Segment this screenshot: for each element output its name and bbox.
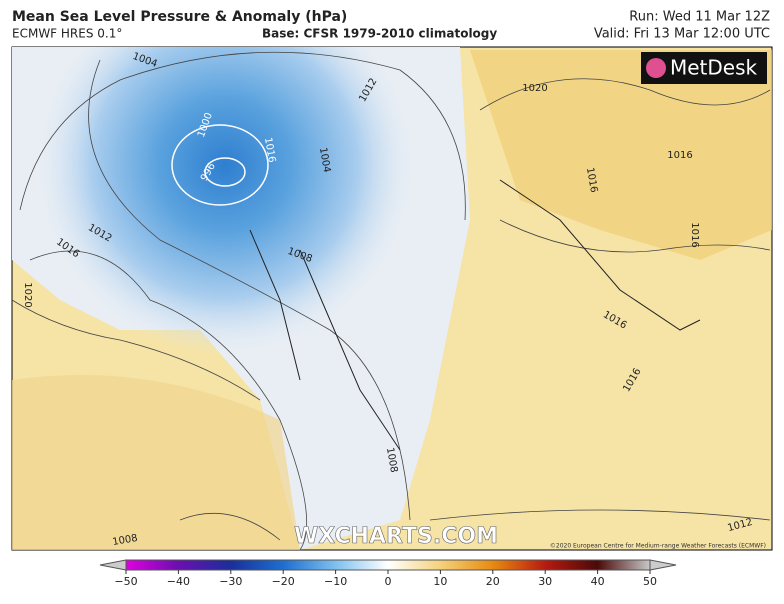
map: MetDesk WXCHARTS.COM ©2020 European Cent… xyxy=(11,46,773,551)
colorbar-tick-label: −30 xyxy=(219,575,242,588)
colorbar-tick-label: −20 xyxy=(272,575,295,588)
colorbar-tick-label: 20 xyxy=(486,575,500,588)
contour-label: 1008 xyxy=(112,533,139,548)
run: Run: Wed 11 Mar 12Z xyxy=(629,10,770,25)
contour-label: 1020 xyxy=(522,83,547,94)
colorbar-tick-label: −10 xyxy=(324,575,347,588)
colorbar-tick-label: 0 xyxy=(385,575,392,588)
logo: MetDesk xyxy=(670,56,758,80)
contour-label: 1008 xyxy=(384,447,399,474)
colorbar-tick-label: 10 xyxy=(433,575,447,588)
base: Base: CFSR 1979-2010 climatology xyxy=(262,27,497,41)
contour-label: 1020 xyxy=(22,282,33,307)
model: ECMWF HRES 0.1° xyxy=(12,27,122,41)
colorbar-tick-label: −50 xyxy=(114,575,137,588)
colorbar-tick-label: 50 xyxy=(643,575,657,588)
colorbar-tick-label: −40 xyxy=(167,575,190,588)
contour-label: 1016 xyxy=(584,167,599,194)
contour-label: 1004 xyxy=(317,147,332,174)
colorbar-ends xyxy=(99,559,677,571)
contour-label: 1016 xyxy=(689,222,700,247)
copyright: ©2020 European Centre for Medium-range W… xyxy=(550,543,766,550)
watermark: WXCHARTS.COM xyxy=(294,524,498,549)
logo-icon xyxy=(646,58,666,78)
colorbar-tick-label: 40 xyxy=(591,575,605,588)
valid: Valid: Fri 13 Mar 12:00 UTC xyxy=(594,27,770,42)
contour-label: 1016 xyxy=(262,137,277,164)
contour-label: 1016 xyxy=(667,150,692,161)
colorbar-tick-label: 30 xyxy=(538,575,552,588)
colorbar xyxy=(125,559,651,571)
title: Mean Sea Level Pressure & Anomaly (hPa) xyxy=(12,9,347,25)
